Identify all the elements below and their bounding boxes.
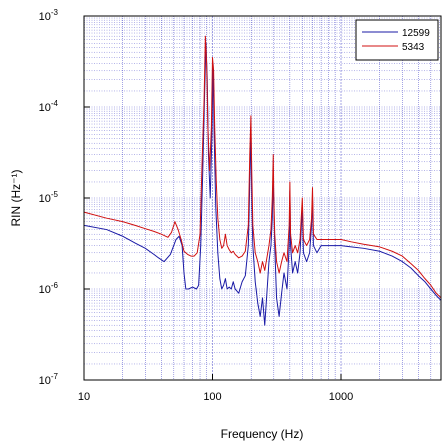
x-tick-label: 100: [203, 391, 221, 403]
series-layer: [83, 35, 442, 326]
y-tick-label: 10-6: [39, 281, 59, 296]
legend-label-12599: 12599: [402, 28, 430, 39]
y-tick-label: 10-3: [39, 8, 59, 23]
y-tick-label: 10-4: [39, 99, 59, 114]
legend[interactable]: 12599 5343: [355, 19, 439, 61]
x-axis-title: Frequency (Hz): [221, 427, 304, 441]
x-axis-ticks: 10 100 1000: [78, 374, 353, 403]
y-axis-ticks: 10-3 10-4 10-5 10-6 10-7: [39, 8, 90, 387]
x-tick-label: 1000: [329, 391, 353, 403]
x-tick-label: 10: [78, 391, 90, 403]
legend-label-5343: 5343: [402, 42, 425, 53]
series-line-5343: [83, 35, 442, 299]
legend-box: [355, 19, 439, 61]
y-tick-label: 10-7: [39, 372, 59, 387]
y-axis-title: RIN (Hz⁻¹): [9, 170, 23, 227]
series-line-12599: [83, 42, 442, 326]
y-tick-label: 10-5: [39, 190, 59, 205]
